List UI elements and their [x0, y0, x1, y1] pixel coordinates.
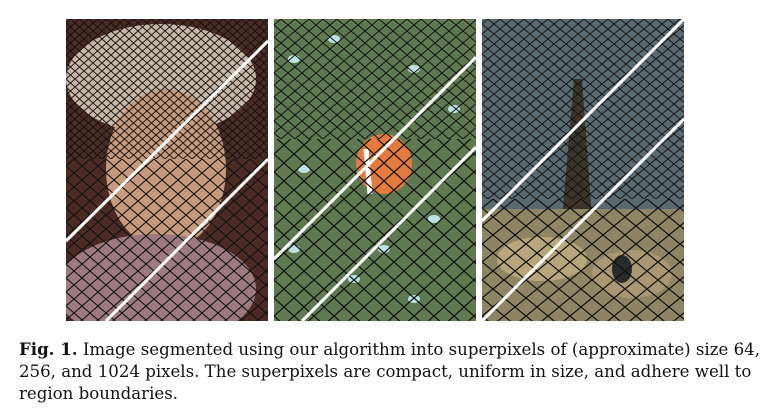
panel-image	[274, 19, 476, 321]
panel-image	[66, 19, 268, 321]
figure-caption: Fig. 1. Image segmented using our algori…	[19, 338, 761, 405]
caption-text: Image segmented using our algorithm into…	[19, 340, 760, 403]
panel-image	[482, 19, 684, 321]
figure-panel-clownfish	[274, 19, 476, 321]
figure-panel-portrait	[66, 19, 268, 321]
figure-panel-tree	[482, 19, 684, 321]
caption-label: Fig. 1.	[19, 339, 78, 359]
